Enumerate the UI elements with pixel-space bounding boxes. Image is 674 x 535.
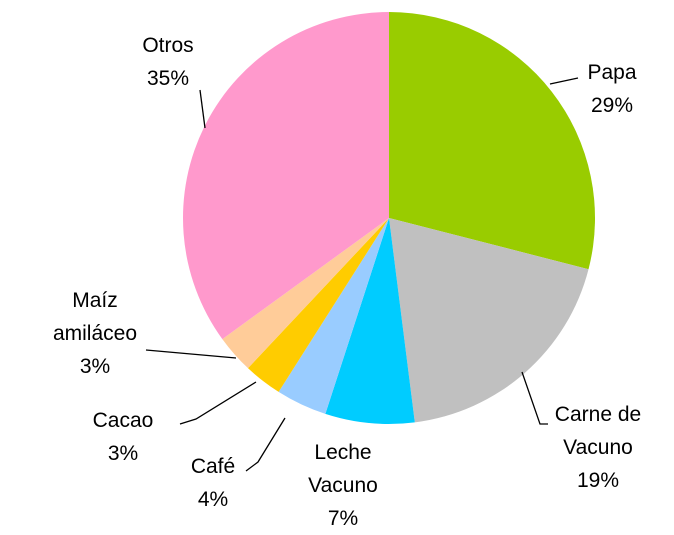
pie-slice <box>389 218 589 423</box>
category-name: Leche Vacuno <box>308 441 378 497</box>
slice-label: Cacao 3% <box>83 404 163 470</box>
value-label: 7% <box>327 507 359 530</box>
pie-slice <box>222 218 389 369</box>
leader-line <box>179 381 257 425</box>
category-name: Maíz amiláceo <box>52 289 138 345</box>
value-label: 3% <box>79 355 111 378</box>
value-label: 29% <box>590 94 634 117</box>
slice-label: Café 4% <box>178 450 248 516</box>
leader-line <box>521 371 548 425</box>
category-name: Carne de Vacuno <box>554 403 642 459</box>
category-name: Café <box>190 455 236 478</box>
slice-label: Otros 35% <box>128 29 208 95</box>
category-name: Cacao <box>92 409 154 432</box>
value-label: 4% <box>197 488 229 511</box>
category-name: Otros <box>142 34 194 57</box>
pie-slice <box>325 218 415 424</box>
leader-line <box>199 89 206 129</box>
pie-slice <box>183 12 389 340</box>
pie-slice <box>247 218 389 392</box>
category-name: Papa <box>587 61 637 84</box>
slice-label: Leche Vacuno 7% <box>293 436 393 535</box>
value-label: 3% <box>107 442 139 465</box>
leader-line <box>549 77 579 85</box>
pie-slice <box>278 218 389 414</box>
slice-label: Papa 29% <box>567 56 657 122</box>
leader-line <box>245 417 286 472</box>
value-label: 19% <box>576 469 620 492</box>
leader-line <box>145 349 237 359</box>
slice-label: Carne de Vacuno 19% <box>538 398 658 497</box>
value-label: 35% <box>146 67 190 90</box>
slice-label: Maíz amiláceo 3% <box>35 284 155 383</box>
pie-slice <box>389 12 595 270</box>
